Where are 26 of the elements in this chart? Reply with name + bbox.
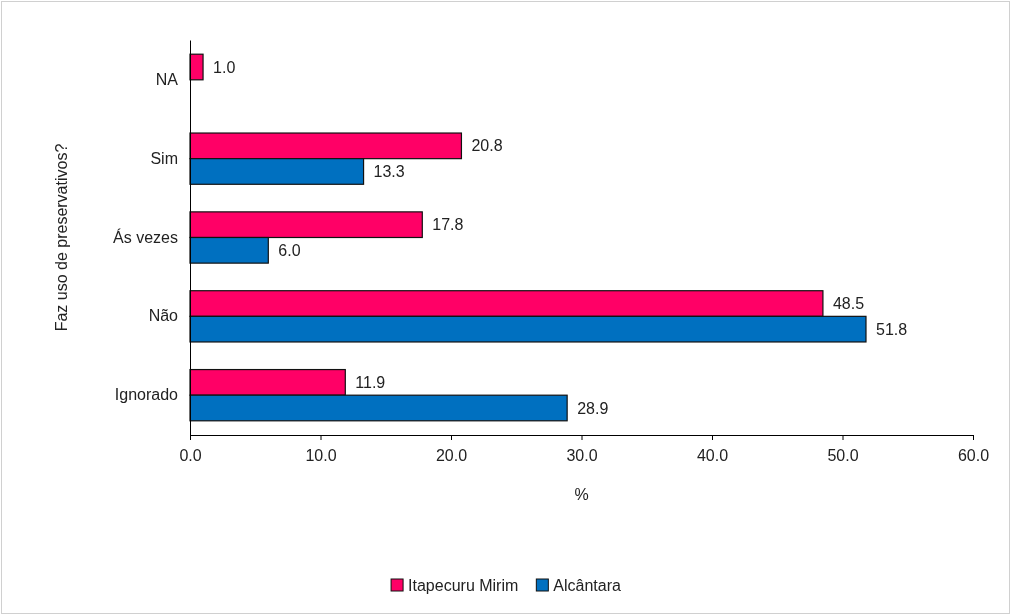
x-tick-label: 10.0 [305, 447, 337, 465]
legend-label: Alcântara [553, 576, 622, 594]
x-tick-label: 0.0 [179, 447, 202, 465]
x-tick-label: 60.0 [957, 447, 990, 465]
x-tick-label: 40.0 [696, 447, 729, 465]
data-label: 20.8 [471, 137, 503, 155]
x-tick-label: 20.0 [435, 447, 468, 465]
legend-label: Itapecuru Mirim [408, 576, 519, 594]
data-label: 6.0 [278, 241, 301, 259]
x-axis-title: % [574, 486, 589, 503]
y-tick-label: NA [155, 70, 179, 88]
data-label: 1.0 [213, 58, 236, 76]
data-label: 48.5 [832, 295, 865, 313]
data-label: 28.9 [577, 399, 609, 417]
data-label: 51.8 [875, 320, 908, 338]
bar [189, 53, 204, 81]
data-label: 13.3 [373, 163, 405, 181]
data-label: 11.9 [355, 373, 386, 391]
y-tick-label: Ás vezes [113, 227, 178, 246]
data-label: 17.8 [432, 216, 464, 234]
y-tick-label: Não [148, 307, 179, 325]
y-axis-title: Faz uso de preservativos? [53, 143, 70, 332]
x-tick-label: 50.0 [827, 447, 859, 465]
x-tick-label: 30.0 [566, 447, 598, 465]
y-tick-label: Ignorado [114, 386, 179, 404]
y-tick-label: Sim [150, 149, 178, 167]
